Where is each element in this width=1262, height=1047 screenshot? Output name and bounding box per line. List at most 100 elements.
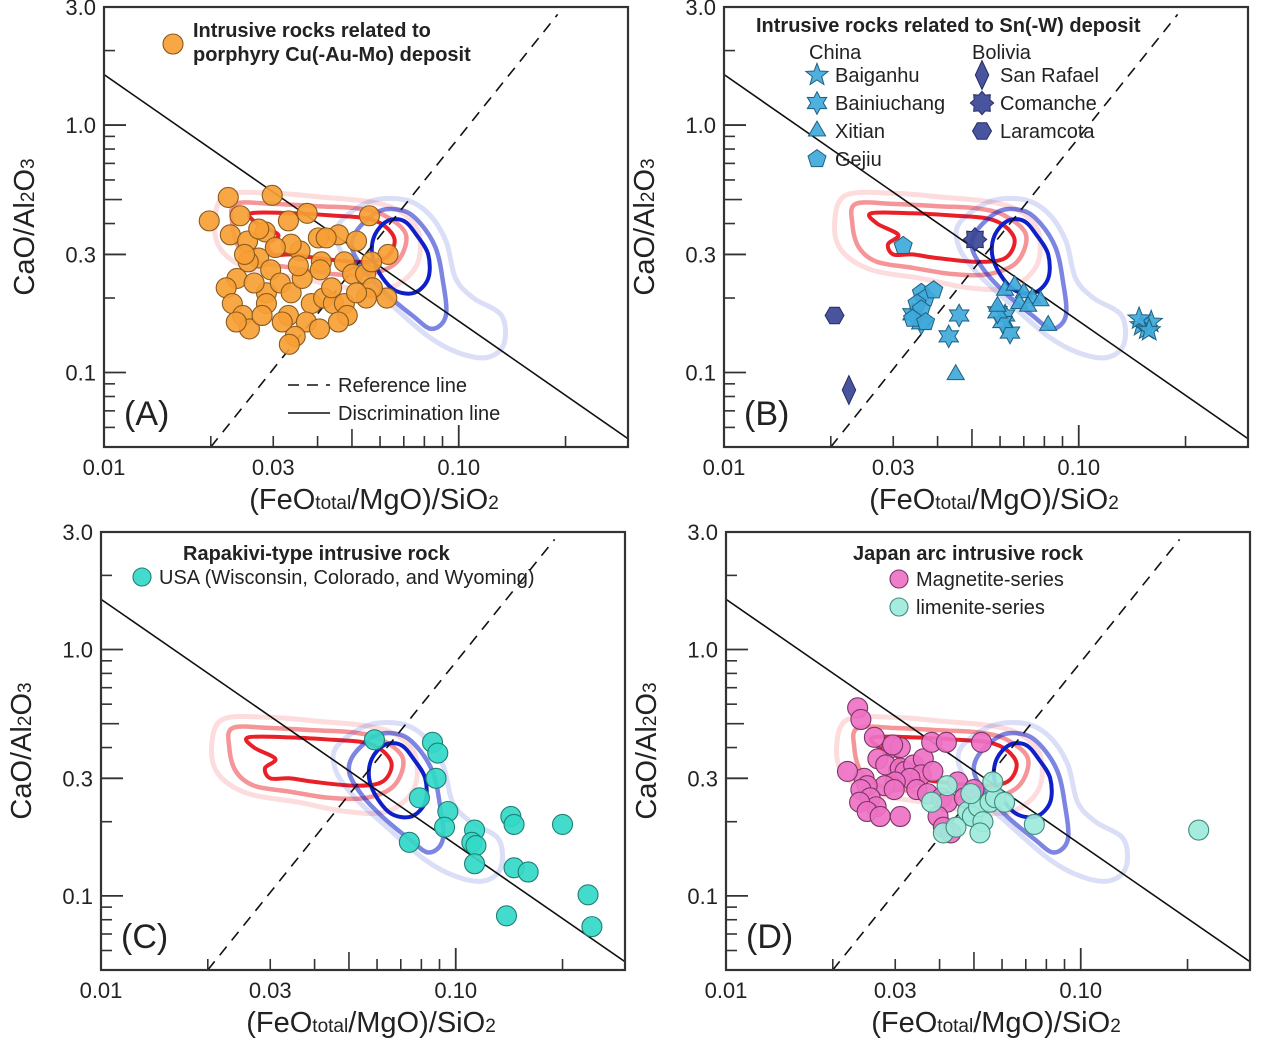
legend-title: Japan arc intrusive rock xyxy=(853,543,1084,565)
data-point xyxy=(198,210,220,232)
x-axis-title-part: (FeO xyxy=(871,1007,937,1039)
data-point xyxy=(1188,819,1210,841)
legend: Japan arc intrusive rock Magnetite-series… xyxy=(853,543,1084,619)
y-tick-label: 0.3 xyxy=(65,242,96,267)
series-xitian xyxy=(946,274,1058,381)
data-point xyxy=(251,304,273,327)
data-point xyxy=(261,184,283,206)
data-point xyxy=(280,282,302,304)
panel-label: (B) xyxy=(744,395,789,433)
y-tick-label: 0.3 xyxy=(685,242,716,267)
data-point xyxy=(296,202,318,224)
legend-discrimination-line-label: Discrimination line xyxy=(338,403,500,425)
x-axis-title-subscript: total xyxy=(315,493,351,514)
data-point xyxy=(970,731,993,753)
data-point xyxy=(321,277,343,299)
series-usa-wisconsin-colorado-and-wyoming- xyxy=(363,729,603,938)
y-axis-title-subscript: 3 xyxy=(638,158,659,169)
y-axis-title-part: O xyxy=(6,693,38,716)
blue-contour-inner xyxy=(989,217,1052,296)
legend-marker-circle xyxy=(132,567,152,587)
data-point xyxy=(869,805,891,828)
data-point xyxy=(345,230,368,252)
legend-marker-circle xyxy=(162,33,184,55)
legend-title: Rapakivi-type intrusive rock xyxy=(183,543,451,565)
panel-b: 0.1 0.3 1.0 3.0 0.01 0.03 0.10 (FeOtotal/MgO)/S… xyxy=(629,0,1250,516)
y-axis-title-part: CaO/Al xyxy=(631,726,663,819)
legend-entry-label: Comanche xyxy=(1000,93,1097,115)
legend-title-line: porphyry Cu(-Au-Mo) deposit xyxy=(193,44,471,66)
y-tick-label: 1.0 xyxy=(65,113,96,138)
data-point xyxy=(243,272,265,294)
data-point xyxy=(882,734,904,756)
x-axis-title-subscript: 2 xyxy=(1108,493,1119,514)
x-tick-label: 0.03 xyxy=(249,978,292,1003)
y-tick-label: 0.3 xyxy=(687,766,718,791)
x-axis-title-subscript: 2 xyxy=(1110,1016,1121,1037)
data-point xyxy=(1136,317,1162,341)
y-tick-label: 3.0 xyxy=(687,520,718,545)
legend-marker-pentagon xyxy=(807,148,827,168)
y-tick-label: 1.0 xyxy=(685,113,716,138)
panel-label: (A) xyxy=(124,395,169,433)
legend-marker-diamond xyxy=(974,59,990,91)
legend-reference-line-label: Reference line xyxy=(338,375,467,397)
data-point xyxy=(889,805,911,828)
legend-marker-star8 xyxy=(969,90,995,116)
x-tick-label: 0.01 xyxy=(83,455,126,480)
data-point xyxy=(1038,314,1058,331)
data-point xyxy=(948,303,970,328)
x-tick-label: 0.01 xyxy=(80,978,123,1003)
legend-entry-label: Magnetite-series xyxy=(916,569,1064,591)
y-tick-label: 0.1 xyxy=(65,361,96,386)
data-point xyxy=(863,726,885,748)
data-point xyxy=(315,227,337,249)
x-axis-title-subscript: 2 xyxy=(488,493,499,514)
x-tick-label: 0.10 xyxy=(437,455,480,480)
data-point xyxy=(503,813,525,835)
blue-contour-outer xyxy=(953,195,1129,361)
x-axis-title-part: (FeO xyxy=(869,484,935,516)
data-point xyxy=(551,813,574,835)
data-point xyxy=(434,816,456,838)
plot-frame xyxy=(724,530,1252,972)
legend-entry-label: Bainiuchang xyxy=(835,93,945,115)
x-axis-title-subscript: 2 xyxy=(485,1016,496,1037)
x-tick-label: 0.03 xyxy=(252,455,295,480)
legend-marker-star6 xyxy=(806,90,828,116)
data-point xyxy=(425,767,447,789)
y-tick-label: 0.1 xyxy=(685,361,716,386)
x-axis-title-part: /MgO)/SiO xyxy=(973,1007,1110,1039)
data-point xyxy=(278,333,300,355)
data-point xyxy=(1023,813,1045,835)
plot-area xyxy=(104,13,628,447)
reference-line xyxy=(832,538,1181,970)
data-point xyxy=(264,236,286,259)
x-axis-title-part: /MgO)/SiO xyxy=(351,484,488,516)
data-point xyxy=(408,787,430,809)
x-tick-label: 0.10 xyxy=(1057,455,1100,480)
legend-title-line: Intrusive rocks related to xyxy=(193,20,431,42)
series-laramcota xyxy=(824,306,845,325)
x-tick-label: 0.03 xyxy=(874,978,917,1003)
y-axis-title: CaO/Al2O3 xyxy=(6,682,38,819)
data-point xyxy=(217,186,239,208)
plot-area xyxy=(101,538,625,970)
x-axis-title: (FeOtotal/MgO)/SiO2 xyxy=(871,1007,1121,1039)
data-point xyxy=(883,779,905,801)
y-axis-title-part: CaO/Al xyxy=(629,202,661,295)
x-axis-title: (FeOtotal/MgO)/SiO2 xyxy=(869,484,1119,516)
x-axis-title-part: /MgO)/SiO xyxy=(971,484,1108,516)
plot-frame xyxy=(722,5,1250,449)
red-contour-outer xyxy=(208,713,420,817)
panel-c: 0.1 0.3 1.0 3.0 0.01 0.03 0.10 (FeOtotal/MgO)/S… xyxy=(6,520,627,1039)
x-tick-label: 0.01 xyxy=(703,455,746,480)
legend-marker-circle xyxy=(889,597,909,617)
panel-label: (C) xyxy=(121,918,168,956)
red-contour-outer xyxy=(831,189,1043,293)
series-comanche xyxy=(962,226,988,252)
data-point xyxy=(271,311,293,333)
data-point xyxy=(1031,289,1050,307)
y-axis-title-subscript: 2 xyxy=(18,192,39,203)
